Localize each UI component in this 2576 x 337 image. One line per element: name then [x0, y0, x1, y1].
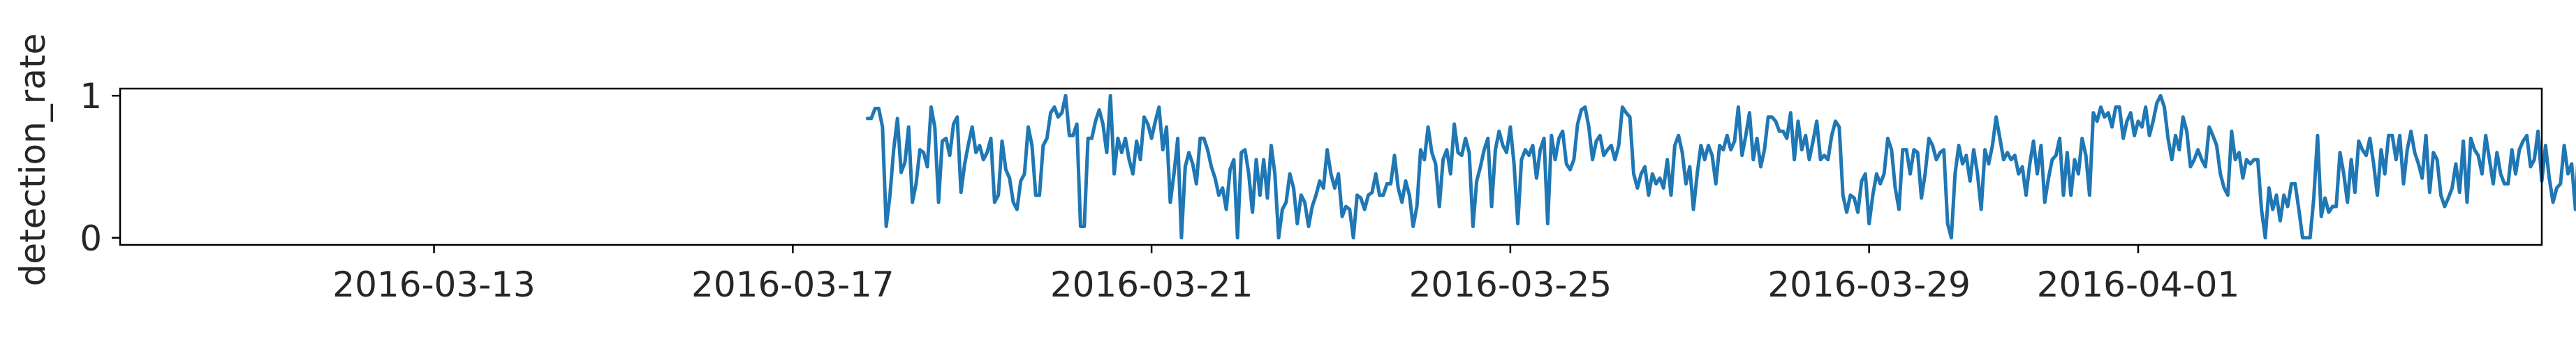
- x-axis: 2016-03-13 2016-03-17 2016-03-21 2016-03-25…: [332, 245, 2239, 305]
- x-tick-label: 2016-03-21: [1050, 264, 1253, 305]
- x-tick-label: 2016-03-25: [1409, 264, 1612, 305]
- series-line-detection-rate: [865, 93, 2576, 240]
- y-axis-label: detection_rate: [13, 33, 53, 287]
- plot-frame: [119, 87, 2543, 246]
- x-tick-label: 2016-04-01: [2037, 264, 2240, 305]
- x-tick-label: 2016-03-29: [1767, 264, 1971, 305]
- y-axis: 01: [80, 76, 120, 259]
- y-tick-label: 0: [80, 218, 102, 259]
- x-tick-label: 2016-03-13: [332, 264, 536, 305]
- y-tick-label: 1: [80, 76, 102, 117]
- x-tick-label: 2016-03-17: [691, 264, 895, 305]
